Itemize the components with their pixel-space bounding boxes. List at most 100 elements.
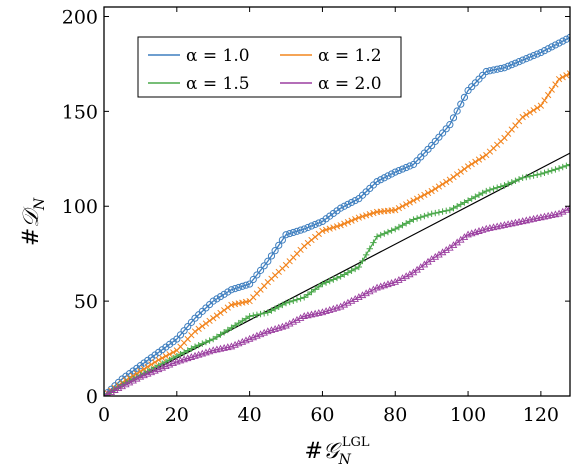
data-point [293, 227, 301, 235]
data-point [453, 203, 461, 210]
data-point [428, 141, 436, 150]
series-2 [104, 70, 570, 396]
x-tick-label: 120 [523, 404, 559, 426]
data-point [333, 274, 341, 282]
data-point [220, 307, 228, 314]
y-tick-label: 50 [74, 291, 98, 313]
data-point [417, 153, 425, 161]
data-point [344, 269, 352, 276]
data-point [439, 181, 446, 188]
y-axis-label: #𝒟N [19, 197, 48, 246]
data-point [264, 309, 272, 316]
data-point [206, 317, 213, 325]
data-point [559, 163, 566, 171]
data-point [304, 223, 312, 232]
data-point [217, 309, 224, 317]
data-point [409, 160, 418, 169]
data-point [443, 207, 450, 214]
data-point [413, 157, 421, 165]
data-point [337, 273, 344, 280]
data-point [420, 149, 428, 157]
data-point [552, 81, 559, 88]
data-point [475, 75, 483, 83]
data-point [322, 279, 330, 286]
data-point [406, 162, 414, 170]
data-point [523, 173, 530, 181]
data-point [468, 160, 475, 168]
data-point [464, 197, 472, 204]
data-point [202, 320, 210, 327]
data-point [446, 206, 454, 214]
data-point [526, 173, 534, 180]
data-point [224, 288, 232, 296]
data-point [162, 352, 170, 360]
data-point [344, 200, 352, 208]
data-point [486, 67, 494, 75]
data-point [432, 209, 439, 217]
data-point [435, 209, 443, 216]
data-point [209, 297, 217, 305]
plot-frame [103, 6, 571, 397]
legend-label: α = 1.2 [318, 46, 382, 66]
y-tick-label: 150 [62, 101, 98, 123]
data-point [537, 170, 545, 178]
legend-label: α = 1.5 [186, 74, 250, 94]
data-point [402, 163, 410, 172]
data-point [301, 294, 308, 301]
data-point [453, 171, 461, 178]
data-point [322, 226, 330, 233]
data-point [337, 204, 345, 212]
y-tick-label: 100 [62, 196, 98, 218]
data-point [235, 283, 243, 292]
data-point [399, 203, 406, 210]
data-point [246, 313, 253, 320]
data-point [177, 351, 184, 358]
data-point [399, 222, 406, 229]
data-point [307, 222, 316, 230]
data-point [435, 250, 443, 258]
data-point [348, 217, 355, 224]
data-point [537, 48, 545, 57]
data-point [308, 288, 315, 296]
data-point [242, 281, 250, 289]
data-point [176, 331, 185, 339]
y-tick-label: 0 [86, 386, 98, 408]
data-point [519, 174, 526, 181]
series-line [104, 207, 570, 396]
series-4 [104, 203, 570, 396]
data-point [508, 179, 515, 186]
data-point [159, 354, 166, 362]
data-point [267, 252, 276, 260]
data-point [341, 271, 348, 278]
data-point [264, 257, 272, 265]
data-point [216, 292, 225, 301]
data-point [271, 305, 279, 312]
data-point [279, 301, 286, 309]
data-point [519, 56, 527, 64]
data-point [540, 47, 549, 55]
data-point [551, 41, 560, 49]
data-point [366, 245, 373, 252]
x-tick-label: 0 [98, 404, 110, 426]
data-point [552, 166, 559, 173]
data-point [544, 168, 552, 175]
data-point [352, 215, 359, 223]
data-point [493, 184, 501, 191]
data-point [461, 199, 468, 206]
data-point [330, 276, 337, 283]
data-point [442, 246, 450, 253]
data-point [260, 262, 268, 270]
data-point [548, 43, 556, 51]
data-point [184, 322, 192, 331]
data-point [541, 169, 548, 177]
data-point [341, 220, 348, 227]
data-point [293, 296, 301, 303]
data-point [537, 102, 545, 109]
data-point [457, 201, 464, 208]
data-point [340, 202, 348, 210]
data-point [333, 223, 341, 230]
data-point [534, 104, 541, 112]
data-point [366, 211, 373, 218]
data-point [260, 310, 268, 317]
data-point [566, 161, 570, 168]
